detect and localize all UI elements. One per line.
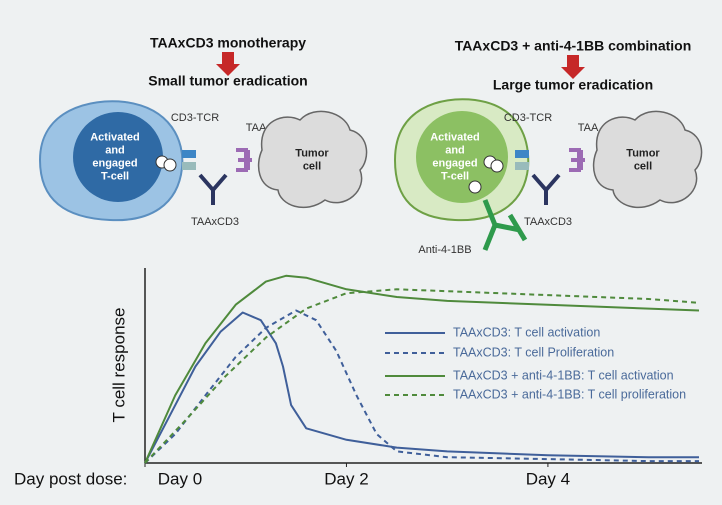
- arrow: [216, 52, 240, 76]
- legend-label: TAAxCD3: T cell activation: [453, 325, 600, 339]
- charge: [468, 180, 482, 194]
- antigen-label: TAA: [246, 122, 267, 134]
- left-title: TAAxCD3 monotherapy: [150, 35, 306, 51]
- antigen: [569, 148, 585, 172]
- legend-label: TAAxCD3 + anti-4-1BB: T cell proliferati…: [453, 387, 686, 401]
- x-tick-label: Day 2: [324, 469, 368, 488]
- receptor: [515, 150, 529, 158]
- x-axis-label: Day post dose:: [14, 469, 127, 488]
- antibody-label: TAAxCD3: [191, 216, 239, 228]
- t-cell-label: Activated: [430, 131, 480, 143]
- arrow: [561, 55, 585, 79]
- tumor-cell: [257, 110, 368, 209]
- x-tick-label: Day 0: [158, 469, 202, 488]
- antigen: [236, 148, 252, 172]
- t-cell-label: Activated: [90, 131, 140, 143]
- t-cell-nucleus: [73, 112, 163, 202]
- right-title: TAAxCD3 + anti-4-1BB combination: [455, 38, 692, 54]
- t-cell-label: engaged: [432, 157, 477, 169]
- agonist-label: Anti-4-1BB: [418, 244, 471, 256]
- anti-4-1bb: [482, 199, 528, 251]
- series-line: [144, 311, 699, 464]
- left-subtitle: Small tumor eradication: [148, 73, 307, 89]
- series-line: [144, 274, 700, 464]
- t-cell-label: and: [445, 144, 465, 156]
- antibody: [531, 173, 561, 205]
- right-subtitle: Large tumor eradication: [493, 77, 653, 93]
- antigen-label: TAA: [578, 122, 599, 134]
- tumor-label: Tumor: [626, 147, 660, 159]
- antibody-label: TAAxCD3: [524, 216, 572, 228]
- t-cell-label: T-cell: [441, 170, 469, 182]
- receptor: [182, 162, 196, 170]
- t-cell-label: engaged: [92, 157, 137, 169]
- receptor: [182, 150, 196, 158]
- t-cell-nucleus: [416, 111, 508, 203]
- y-axis-label: T cell response: [109, 308, 128, 423]
- tumor-label: cell: [634, 160, 652, 172]
- tumor-label: Tumor: [295, 147, 329, 159]
- x-tick-label: Day 4: [526, 469, 570, 488]
- receptor-label: CD3-TCR: [171, 112, 219, 124]
- charge: [490, 159, 504, 173]
- legend-label: TAAxCD3 + anti-4-1BB: T cell activation: [453, 368, 674, 382]
- receptor-label: CD3-TCR: [504, 112, 552, 124]
- receptor: [515, 162, 529, 170]
- legend-label: TAAxCD3: T cell Proliferation: [453, 345, 614, 359]
- charge: [163, 158, 177, 172]
- t-cell-label: T-cell: [101, 170, 129, 182]
- t-cell-label: and: [105, 144, 125, 156]
- tumor-cell: [592, 110, 703, 209]
- tumor-label: cell: [303, 160, 321, 172]
- antibody: [198, 173, 228, 205]
